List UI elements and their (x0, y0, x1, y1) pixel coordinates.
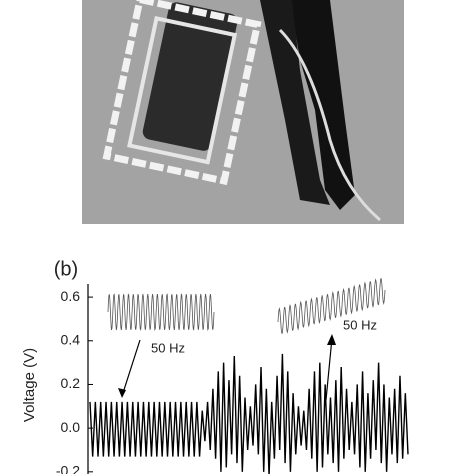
cable (278, 28, 381, 222)
arrow-head (118, 388, 126, 398)
inset-waveform (277, 278, 386, 334)
arrow (121, 339, 141, 397)
y-tick-label: -0.2 (56, 463, 80, 474)
photo (82, 0, 404, 224)
person-leg (260, 0, 330, 205)
y-tick-label: 0.2 (61, 375, 81, 391)
y-tick-label: 0.6 (61, 288, 81, 304)
arrow-head (327, 334, 336, 345)
y-tick-label: 0.4 (61, 331, 81, 347)
frame (102, 0, 262, 186)
y-axis-label: Voltage (V) (21, 348, 38, 422)
person-leg (290, 0, 355, 210)
cylinder (142, 2, 238, 151)
panel-label: (b) (54, 258, 78, 280)
y-tick-label: 0.0 (61, 419, 81, 435)
signal-line (89, 353, 409, 474)
arrow (325, 337, 333, 401)
harvester-frame (102, 0, 262, 186)
inset-waveform (107, 293, 215, 331)
frame (127, 15, 238, 165)
annotation: 50 Hz (343, 317, 377, 332)
annotation: 50 Hz (151, 340, 185, 355)
